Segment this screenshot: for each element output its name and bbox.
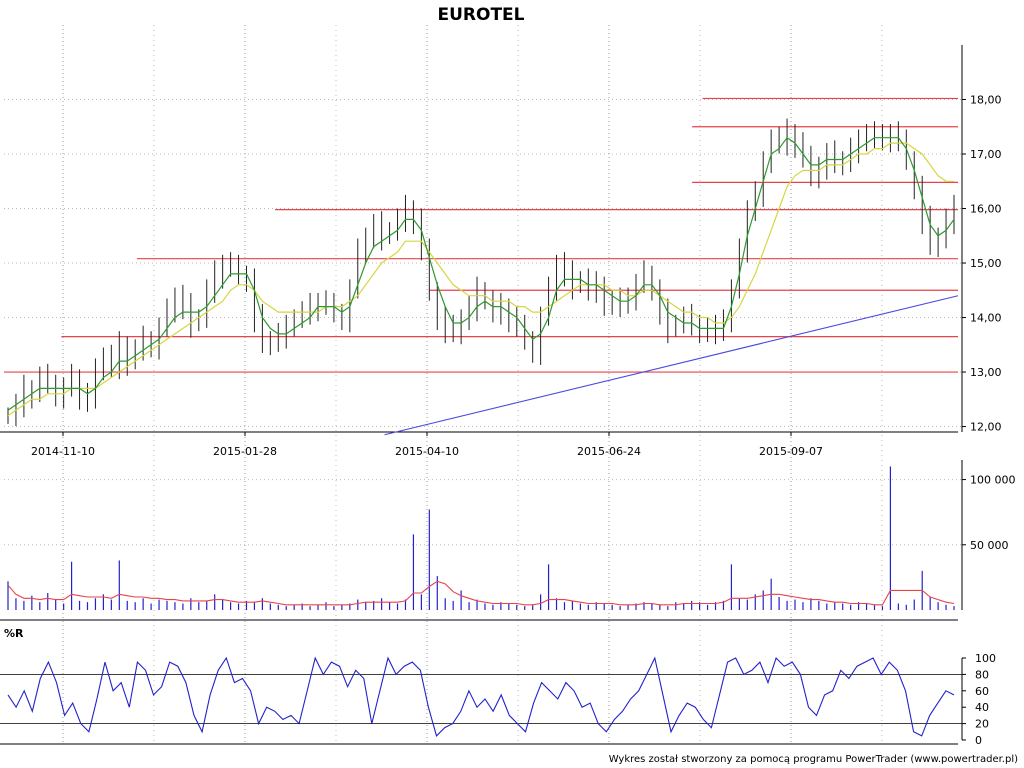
footer-credit: Wykres został stworzony za pomocą progra… [609, 754, 1018, 765]
sma-short-line [7, 136, 955, 411]
chart-title: EUROTEL [437, 5, 524, 25]
price-tick-label: 17,00 [970, 148, 1002, 161]
volume-tick-label: 50 000 [970, 539, 1009, 552]
price-tick-label: 16,00 [970, 203, 1002, 216]
date-tick-label: 2015-09-07 [759, 445, 823, 458]
volume-tick-label: 100 000 [970, 474, 1016, 487]
williams-r-line [7, 656, 955, 737]
date-tick-label: 2015-01-28 [213, 445, 277, 458]
williams-tick-label: 20 [975, 718, 989, 731]
date-tick-label: 2015-04-10 [395, 445, 459, 458]
williams-tick-label: 60 [975, 685, 989, 698]
williams-tick-label: 0 [975, 734, 982, 747]
volume-average-line [7, 580, 955, 606]
date-tick-label: 2015-06-24 [577, 445, 641, 458]
price-tick-label: 12,00 [970, 421, 1002, 434]
williams-tick-label: 100 [975, 652, 996, 665]
price-tick-label: 18,00 [970, 94, 1002, 107]
date-tick-label: 2014-11-10 [31, 445, 95, 458]
williams-tick-label: 80 [975, 668, 989, 681]
price-tick-label: 15,00 [970, 257, 1002, 270]
price-tick-label: 14,00 [970, 312, 1002, 325]
price-tick-label: 13,00 [970, 366, 1002, 379]
williams-tick-label: 40 [975, 701, 989, 714]
trend-line [384, 295, 959, 436]
williams-r-label: %R [4, 627, 24, 640]
sma-long-line [7, 142, 954, 417]
